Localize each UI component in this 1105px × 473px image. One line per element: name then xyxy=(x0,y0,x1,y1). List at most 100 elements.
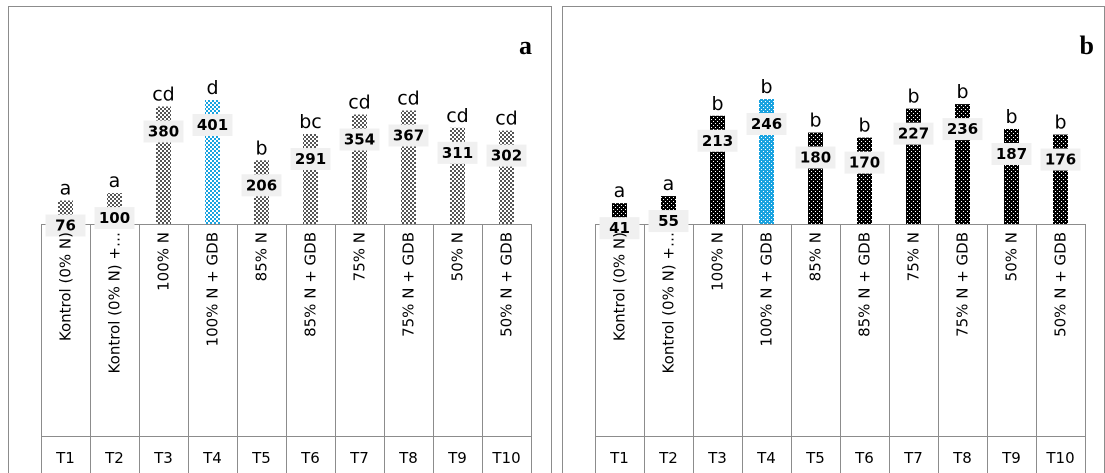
significance-letter: cd xyxy=(348,92,371,114)
data-label: 227 xyxy=(898,125,929,143)
category-label: 100% N xyxy=(709,232,727,291)
data-label: 41 xyxy=(609,219,630,237)
treatment-label: T4 xyxy=(756,449,776,467)
significance-letter: b xyxy=(760,76,772,98)
significance-letter: cd xyxy=(397,88,420,110)
category-label: 50% N xyxy=(1003,232,1021,281)
data-label: 76 xyxy=(55,216,76,234)
significance-letter: a xyxy=(109,170,121,192)
data-label: 236 xyxy=(947,120,978,138)
data-label: 180 xyxy=(800,149,831,167)
data-label: 206 xyxy=(246,176,277,194)
data-label: 100 xyxy=(99,209,130,227)
category-label: 75% N + GDB xyxy=(954,232,972,337)
data-label-box xyxy=(991,142,1032,165)
data-label: 170 xyxy=(849,154,880,172)
chart-panel-a: a 76 a Kontrol (0% N) T1 100 a Kontrol (0% N) +… xyxy=(8,6,552,473)
data-label: 176 xyxy=(1045,151,1076,169)
data-label: 401 xyxy=(197,116,228,134)
bar-t6 xyxy=(303,134,318,224)
data-label-box xyxy=(746,113,787,135)
data-label: 213 xyxy=(702,132,733,150)
treatment-label: T1 xyxy=(609,449,629,467)
data-label-box xyxy=(437,141,478,164)
significance-letter: a xyxy=(663,173,675,195)
treatment-label: T3 xyxy=(707,449,727,467)
treatment-label: T9 xyxy=(447,449,467,467)
category-label: 85% N xyxy=(807,232,825,281)
significance-letter: b xyxy=(956,81,968,103)
treatment-label: T10 xyxy=(1045,449,1074,467)
treatment-label: T2 xyxy=(104,449,124,467)
data-label-box xyxy=(290,148,331,171)
treatment-label: T4 xyxy=(202,449,222,467)
category-label: 85% N + GDB xyxy=(302,232,320,337)
data-label: 311 xyxy=(442,144,473,162)
data-label-box xyxy=(648,210,689,233)
significance-letter: cd xyxy=(152,83,175,105)
bar-t6 xyxy=(857,137,872,224)
panel-label: b xyxy=(1080,31,1094,60)
significance-letter: a xyxy=(60,177,72,199)
chart-panel-b: b 41 a Kontrol (0% N) T1 55 a Kontrol (0% N) +…… xyxy=(562,6,1105,473)
data-label: 291 xyxy=(295,150,326,168)
treatment-label: T9 xyxy=(1001,449,1021,467)
data-label: 367 xyxy=(393,127,424,145)
category-label: 85% N + GDB xyxy=(856,232,874,337)
panel-frame xyxy=(8,6,552,473)
data-label-box xyxy=(388,124,429,147)
treatment-label: T8 xyxy=(952,449,972,467)
category-label: 100% N + GDB xyxy=(204,232,222,346)
category-label: Kontrol (0% N) xyxy=(57,232,75,341)
treatment-label: T2 xyxy=(658,449,678,467)
category-label: 75% N xyxy=(351,232,369,281)
significance-letter: bc xyxy=(299,111,322,133)
data-label: 246 xyxy=(751,115,782,133)
category-label: Kontrol (0% N) +… xyxy=(660,232,678,373)
data-label-box xyxy=(795,146,836,169)
significance-letter: b xyxy=(907,86,919,108)
panel-frame xyxy=(562,6,1105,473)
category-label: 75% N xyxy=(905,232,923,281)
category-label: 75% N + GDB xyxy=(400,232,418,337)
data-label-box xyxy=(486,144,527,167)
significance-letter: a xyxy=(614,180,626,202)
data-label: 55 xyxy=(658,212,679,230)
bar-t10 xyxy=(1053,134,1068,224)
data-label: 380 xyxy=(148,122,179,140)
data-label: 187 xyxy=(996,145,1027,163)
data-label-box xyxy=(697,129,738,152)
data-label-box xyxy=(942,118,983,141)
category-label: 100% N xyxy=(155,232,173,291)
data-label-box xyxy=(339,128,380,151)
significance-letter: b xyxy=(1005,106,1017,128)
treatment-label: T6 xyxy=(300,449,320,467)
significance-letter: b xyxy=(809,110,821,132)
treatment-label: T8 xyxy=(398,449,418,467)
category-label: Kontrol (0% N) +… xyxy=(106,232,124,373)
category-label: 50% N + GDB xyxy=(1052,232,1070,337)
treatment-label: T1 xyxy=(55,449,75,467)
treatment-label: T7 xyxy=(903,449,923,467)
treatment-label: T6 xyxy=(854,449,874,467)
data-label: 354 xyxy=(344,131,375,149)
data-label-box xyxy=(143,120,184,143)
significance-letter: cd xyxy=(446,105,469,127)
panel-label: a xyxy=(519,31,532,60)
category-label: 50% N + GDB xyxy=(498,232,516,337)
category-label: Kontrol (0% N) xyxy=(611,232,629,341)
bar-t5 xyxy=(808,132,823,224)
data-label-box xyxy=(1040,148,1081,171)
significance-letter: b xyxy=(1054,112,1066,134)
significance-letter: b xyxy=(255,137,267,159)
category-label: 85% N xyxy=(253,232,271,281)
category-label: 100% N + GDB xyxy=(758,232,776,346)
treatment-label: T10 xyxy=(491,449,520,467)
category-label: 50% N xyxy=(449,232,467,281)
data-label-box xyxy=(45,214,86,237)
treatment-label: T3 xyxy=(153,449,173,467)
data-label-box xyxy=(94,207,135,230)
data-label-box xyxy=(192,114,233,136)
treatment-label: T5 xyxy=(805,449,825,467)
